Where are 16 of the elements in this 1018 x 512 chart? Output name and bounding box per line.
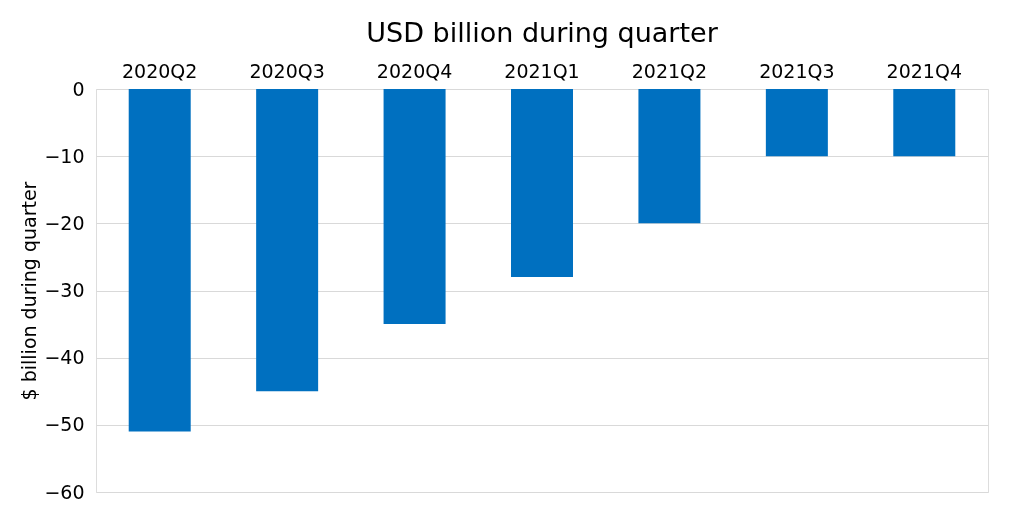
x-tick-label: 2021Q4 (886, 59, 962, 82)
y-tick-label: −60 (44, 480, 85, 503)
y-tick-label: −50 (44, 413, 85, 436)
y-tick-label: −30 (44, 279, 85, 301)
x-tick-label: 2020Q2 (122, 59, 198, 82)
y-tick-label: −40 (44, 346, 85, 369)
y-tick-label: 0 (72, 77, 85, 100)
x-tick-label: 2021Q3 (759, 59, 835, 82)
x-tick-label: 2021Q2 (631, 59, 708, 82)
y-axis-title: $ billion during quarter (18, 181, 41, 401)
x-tick-label: 2020Q4 (376, 59, 453, 82)
chart-title: USD billion during quarter (366, 17, 719, 48)
y-tick-label: −20 (44, 211, 85, 234)
x-tick-label: 2021Q1 (504, 59, 580, 82)
y-tick-label: −10 (44, 144, 85, 167)
x-tick-label: 2020Q3 (249, 59, 325, 82)
